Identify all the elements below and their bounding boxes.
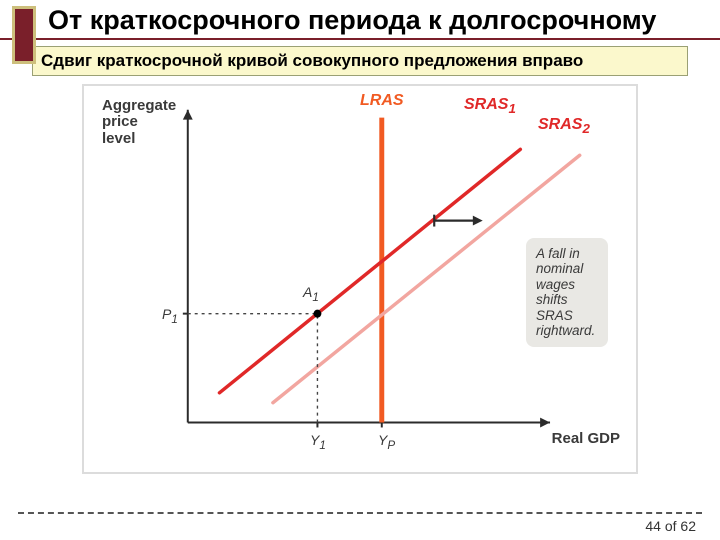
- x-axis-label: Real GDP: [552, 430, 620, 447]
- p1-tick-label: P1: [162, 306, 178, 326]
- chart-container: Aggregatepricelevel Real GDP LRAS SRAS1 …: [82, 84, 638, 474]
- title-accent-block: [12, 6, 36, 64]
- sras2-label: SRAS2: [538, 116, 590, 136]
- page-number: 44 of 62: [645, 518, 696, 534]
- y1-tick-label: Y1: [310, 432, 326, 452]
- point-a1-label: A1: [303, 284, 319, 304]
- lras-label: LRAS: [360, 92, 404, 110]
- y-axis-label: Aggregatepricelevel: [102, 98, 176, 148]
- sras1-label: SRAS1: [464, 96, 516, 116]
- title-underline: [0, 38, 720, 40]
- page-title: От краткосрочного периода к долгосрочном…: [0, 6, 720, 36]
- footer-divider: [18, 512, 702, 514]
- annotation-box: A fall in nominal wages shifts SRAS righ…: [526, 238, 608, 347]
- yp-tick-label: YP: [378, 432, 395, 452]
- subtitle-box: Сдвиг краткосрочной кривой совокупного п…: [32, 46, 688, 76]
